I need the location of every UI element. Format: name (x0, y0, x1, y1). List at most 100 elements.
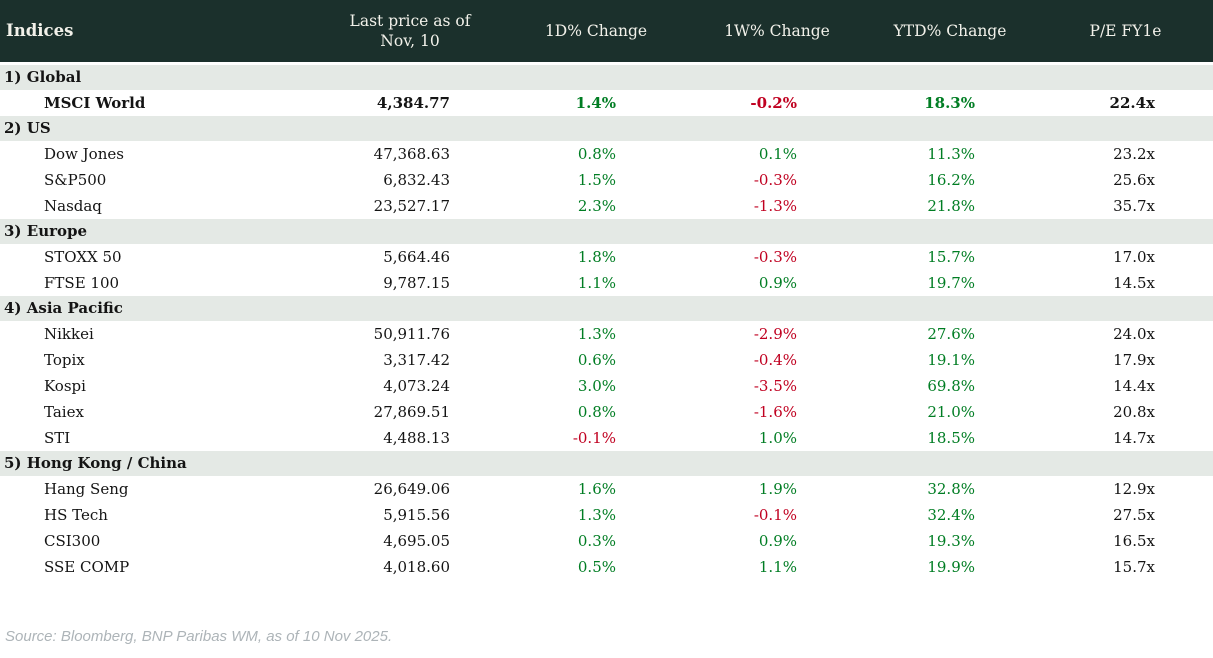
table-row: Topix 3,317.42 0.6% -0.4% 19.1% 17.9x (0, 347, 1213, 373)
pe-fy1e-cell: 14.7x (1113, 429, 1155, 447)
change-ytd-cell: 19.7% (927, 274, 975, 292)
index-name-cell: Nasdaq (44, 197, 102, 215)
last-price-cell: 4,384.77 (376, 94, 450, 112)
change-1d-cell: 2.3% (577, 197, 616, 215)
pe-fy1e-cell: 25.6x (1113, 171, 1155, 189)
table-row: FTSE 100 9,787.15 1.1% 0.9% 19.7% 14.5x (0, 270, 1213, 296)
change-1d-cell: 1.6% (577, 480, 616, 498)
pe-fy1e-cell: 24.0x (1113, 325, 1155, 343)
index-name-cell: Nikkei (44, 325, 94, 343)
table-row: SSE COMP 4,018.60 0.5% 1.1% 19.9% 15.7x (0, 554, 1213, 580)
index-name-cell: CSI300 (44, 532, 101, 550)
pe-fy1e-cell: 22.4x (1109, 94, 1155, 112)
change-1d-cell: 0.8% (577, 403, 616, 421)
last-price-cell: 3,317.42 (383, 351, 450, 369)
last-price-cell: 47,368.63 (373, 145, 450, 163)
change-1w-cell: -1.3% (753, 197, 797, 215)
change-1d-cell: 1.3% (577, 325, 616, 343)
last-price-cell: 6,832.43 (383, 171, 450, 189)
section-header-row: 3) Europe (0, 219, 1213, 244)
change-ytd-cell: 19.9% (927, 558, 975, 576)
last-price-cell: 4,018.60 (383, 558, 450, 576)
section-header-row: 2) US (0, 116, 1213, 141)
pe-fy1e-cell: 17.9x (1113, 351, 1155, 369)
change-1w-cell: 0.9% (758, 532, 797, 550)
index-name-cell: HS Tech (44, 506, 108, 524)
table-body: 1) Global MSCI World 4,384.77 1.4% -0.2% 18.3… (0, 65, 1213, 580)
table-row: STI 4,488.13 -0.1% 1.0% 18.5% 14.7x (0, 425, 1213, 451)
change-ytd-cell: 11.3% (927, 145, 975, 163)
change-ytd-cell: 19.1% (927, 351, 975, 369)
table-row: Nasdaq 23,527.17 2.3% -1.3% 21.8% 35.7x (0, 193, 1213, 219)
pe-fy1e-cell: 35.7x (1113, 197, 1155, 215)
change-ytd-cell: 18.5% (927, 429, 975, 447)
column-header-last-price: Last price as of Nov, 10 (320, 0, 500, 62)
change-1d-cell: -0.1% (572, 429, 616, 447)
table-row: S&P500 6,832.43 1.5% -0.3% 16.2% 25.6x (0, 167, 1213, 193)
change-1d-cell: 1.4% (575, 94, 616, 112)
table-row: Dow Jones 47,368.63 0.8% 0.1% 11.3% 23.2x (0, 141, 1213, 167)
pe-fy1e-cell: 12.9x (1113, 480, 1155, 498)
index-name-cell: SSE COMP (44, 558, 130, 576)
change-ytd-cell: 16.2% (927, 171, 975, 189)
change-1w-cell: 0.1% (758, 145, 797, 163)
table-row: CSI300 4,695.05 0.3% 0.9% 19.3% 16.5x (0, 528, 1213, 554)
change-1w-cell: 1.1% (758, 558, 797, 576)
change-1w-cell: -0.4% (753, 351, 797, 369)
pe-fy1e-cell: 16.5x (1113, 532, 1155, 550)
column-header-pe-fy1e: P/E FY1e (1089, 22, 1162, 40)
last-price-cell: 5,915.56 (383, 506, 450, 524)
change-ytd-cell: 21.0% (927, 403, 975, 421)
table-header-row: Indices Last price as of Nov, 10 1D% Cha… (0, 0, 1213, 65)
index-name-cell: Hang Seng (44, 480, 129, 498)
change-1d-cell: 3.0% (577, 377, 616, 395)
change-1w-cell: -2.9% (753, 325, 797, 343)
change-ytd-cell: 21.8% (927, 197, 975, 215)
table-row: Kospi 4,073.24 3.0% -3.5% 69.8% 14.4x (0, 373, 1213, 399)
column-header-1w-change: 1W% Change (724, 22, 830, 40)
index-name-cell: Taiex (44, 403, 84, 421)
last-price-cell: 4,695.05 (383, 532, 450, 550)
column-header-last-price-label: Last price as of Nov, 10 (349, 12, 471, 50)
pe-fy1e-cell: 23.2x (1113, 145, 1155, 163)
change-1w-cell: -1.6% (753, 403, 797, 421)
change-1w-cell: -0.3% (753, 171, 797, 189)
index-name-cell: Dow Jones (44, 145, 124, 163)
index-name-cell: MSCI World (44, 94, 146, 112)
last-price-cell: 50,911.76 (373, 325, 450, 343)
column-header-1d-change: 1D% Change (544, 22, 648, 40)
change-1d-cell: 0.8% (577, 145, 616, 163)
index-name-cell: Kospi (44, 377, 86, 395)
section-header-row: 4) Asia Pacific (0, 296, 1213, 321)
change-1w-cell: -0.2% (750, 94, 797, 112)
source-note: Source: Bloomberg, BNP Paribas WM, as of… (5, 628, 393, 645)
change-1d-cell: 1.8% (577, 248, 616, 266)
index-name-cell: S&P500 (44, 171, 107, 189)
change-ytd-cell: 32.4% (927, 506, 975, 524)
index-name-cell: STI (44, 429, 71, 447)
pe-fy1e-cell: 14.5x (1113, 274, 1155, 292)
change-ytd-cell: 19.3% (927, 532, 975, 550)
change-1w-cell: 0.9% (758, 274, 797, 292)
change-1d-cell: 0.5% (577, 558, 616, 576)
table-row: HS Tech 5,915.56 1.3% -0.1% 32.4% 27.5x (0, 502, 1213, 528)
last-price-cell: 9,787.15 (383, 274, 450, 292)
change-1w-cell: 1.9% (758, 480, 797, 498)
last-price-cell: 4,073.24 (383, 377, 450, 395)
table-row: STOXX 50 5,664.46 1.8% -0.3% 15.7% 17.0x (0, 244, 1213, 270)
pe-fy1e-cell: 27.5x (1113, 506, 1155, 524)
last-price-cell: 4,488.13 (383, 429, 450, 447)
table-row: Nikkei 50,911.76 1.3% -2.9% 27.6% 24.0x (0, 321, 1213, 347)
change-1d-cell: 1.1% (577, 274, 616, 292)
column-header-indices: Indices (6, 21, 74, 40)
change-ytd-cell: 15.7% (927, 248, 975, 266)
pe-fy1e-cell: 15.7x (1113, 558, 1155, 576)
change-1d-cell: 0.3% (577, 532, 616, 550)
change-ytd-cell: 27.6% (927, 325, 975, 343)
table-row: MSCI World 4,384.77 1.4% -0.2% 18.3% 22.4x (0, 90, 1213, 116)
last-price-cell: 27,869.51 (373, 403, 450, 421)
pe-fy1e-cell: 20.8x (1113, 403, 1155, 421)
change-1w-cell: 1.0% (758, 429, 797, 447)
index-name-cell: Topix (44, 351, 85, 369)
